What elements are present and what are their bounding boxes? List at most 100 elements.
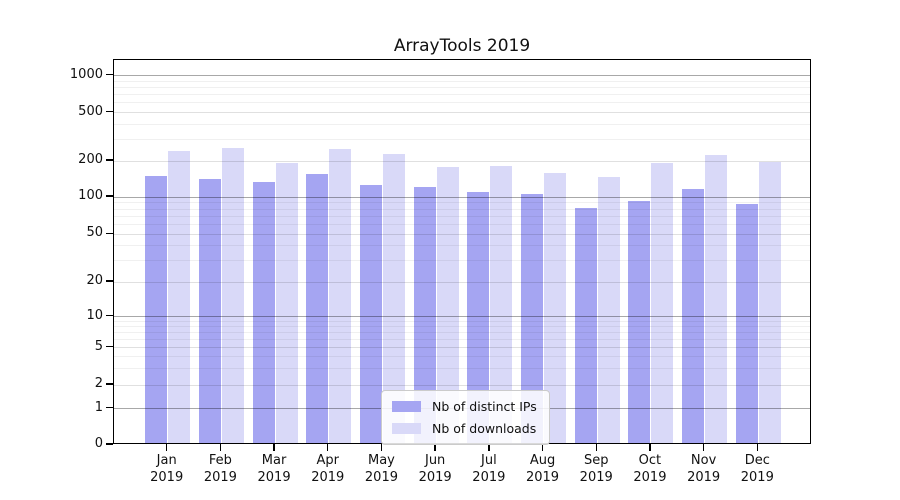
x-tick-label-apr: Apr 2019 xyxy=(311,453,345,485)
bar-downloads-jan xyxy=(168,151,191,443)
gridline-minor xyxy=(114,94,810,96)
bar-downloads-jun xyxy=(436,166,459,443)
x-tick-mark xyxy=(702,444,705,451)
gridline-minor xyxy=(114,102,810,104)
y-tick-label-20: 20 xyxy=(86,273,103,288)
bar-distinct-ips-dec xyxy=(735,204,758,443)
legend-label-distinct-ips: Nb of distinct IPs xyxy=(432,399,537,414)
gridline-major xyxy=(114,233,810,235)
x-tick-label-nov: Nov 2019 xyxy=(687,453,721,485)
y-tick-mark xyxy=(106,195,113,197)
legend-label-downloads: Nb of downloads xyxy=(432,421,537,436)
bar-downloads-oct xyxy=(651,162,674,443)
y-tick-label-100: 100 xyxy=(78,188,103,203)
legend-swatch-downloads-icon xyxy=(392,423,421,434)
x-tick-mark xyxy=(488,444,490,451)
gridline-minor xyxy=(114,320,810,322)
x-tick-mark xyxy=(273,444,275,451)
y-tick-label-0: 0 xyxy=(94,436,103,451)
bar-distinct-ips-mar xyxy=(252,181,275,443)
gridline-minor xyxy=(114,332,810,334)
y-tick-mark xyxy=(106,159,113,161)
y-tick-mark xyxy=(106,443,113,445)
x-tick-mark xyxy=(380,444,383,451)
gridline-minor xyxy=(114,139,810,141)
gridline-major xyxy=(114,347,810,348)
bar-distinct-ips-nov xyxy=(682,189,705,443)
x-tick-mark xyxy=(541,444,544,451)
x-tick-label-feb: Feb 2019 xyxy=(203,453,237,485)
legend: Nb of distinct IPs Nb of downloads xyxy=(381,390,550,445)
gridline-minor xyxy=(114,80,810,82)
bar-distinct-ips-jan xyxy=(145,176,168,443)
y-tick-label-200: 200 xyxy=(78,152,103,167)
gridline-minor xyxy=(114,208,810,210)
bar-downloads-nov xyxy=(705,154,728,443)
x-tick-label-jun: Jun 2019 xyxy=(418,453,452,485)
x-tick-label-oct: Oct 2019 xyxy=(633,453,667,485)
y-tick-label-1: 1 xyxy=(94,399,103,415)
bar-downloads-mar xyxy=(275,163,298,443)
gridline-major xyxy=(114,384,810,386)
bar-downloads-jul xyxy=(490,165,513,443)
legend-swatch-distinct-ips-icon xyxy=(392,401,421,412)
y-tick-mark xyxy=(106,315,113,317)
gridline-minor xyxy=(114,123,810,125)
y-tick-label-5: 5 xyxy=(94,338,103,354)
grid-layer xyxy=(114,60,810,443)
plot-area: Nb of distinct IPs Nb of downloads xyxy=(113,59,811,445)
gridline-major xyxy=(114,281,810,283)
bar-downloads-dec xyxy=(758,161,781,443)
bar-downloads-feb xyxy=(221,148,244,443)
bar-distinct-ips-may xyxy=(359,184,382,443)
gridline-minor xyxy=(114,223,810,225)
y-tick-label-10: 10 xyxy=(86,307,103,323)
bar-downloads-may xyxy=(382,153,405,443)
x-tick-mark xyxy=(434,444,436,451)
bar-downloads-apr xyxy=(329,149,352,443)
x-tick-label-may: May 2019 xyxy=(364,453,398,485)
gridline-minor xyxy=(114,367,810,369)
bar-downloads-aug xyxy=(544,172,567,443)
x-tick-mark xyxy=(595,444,597,451)
gridline-minor xyxy=(114,338,810,340)
gridline-decade xyxy=(114,75,810,77)
gridline-minor xyxy=(114,215,810,217)
legend-item-downloads: Nb of downloads xyxy=(392,421,537,436)
gridline-minor xyxy=(114,356,810,358)
gridline-minor xyxy=(114,245,810,247)
y-tick-label-50: 50 xyxy=(86,225,103,241)
bar-distinct-ips-sep xyxy=(574,207,597,443)
y-tick-mark xyxy=(106,345,113,348)
x-tick-label-aug: Aug 2019 xyxy=(525,453,560,485)
bars-layer xyxy=(114,60,810,443)
gridline-minor xyxy=(114,202,810,204)
x-tick-mark xyxy=(327,444,329,451)
bar-distinct-ips-aug xyxy=(521,193,544,443)
y-tick-mark xyxy=(106,406,113,409)
bar-distinct-ips-jun xyxy=(413,187,436,443)
gridline-minor xyxy=(114,260,810,262)
x-tick-label-jul: Jul 2019 xyxy=(472,453,506,485)
bar-distinct-ips-apr xyxy=(306,173,329,443)
y-tick-label-2: 2 xyxy=(94,376,103,391)
chart-title: ArrayTools 2019 xyxy=(393,36,531,56)
x-tick-label-jan: Jan 2019 xyxy=(150,453,184,485)
x-tick-mark xyxy=(649,444,651,451)
y-tick-label-1000: 1000 xyxy=(69,66,103,82)
y-tick-mark xyxy=(106,111,113,113)
y-tick-mark xyxy=(106,74,113,76)
x-tick-label-mar: Mar 2019 xyxy=(257,453,291,485)
legend-item-distinct-ips: Nb of distinct IPs xyxy=(392,399,537,414)
bar-distinct-ips-jul xyxy=(467,192,490,443)
x-tick-label-sep: Sep 2019 xyxy=(579,453,613,485)
x-tick-label-dec: Dec 2019 xyxy=(740,453,774,485)
x-tick-mark xyxy=(165,444,168,451)
gridline-minor xyxy=(114,87,810,89)
gridline-minor xyxy=(114,326,810,328)
gridline-decade xyxy=(114,196,810,198)
x-tick-mark xyxy=(756,444,758,451)
y-tick-mark xyxy=(106,383,113,385)
bar-distinct-ips-feb xyxy=(198,179,221,443)
